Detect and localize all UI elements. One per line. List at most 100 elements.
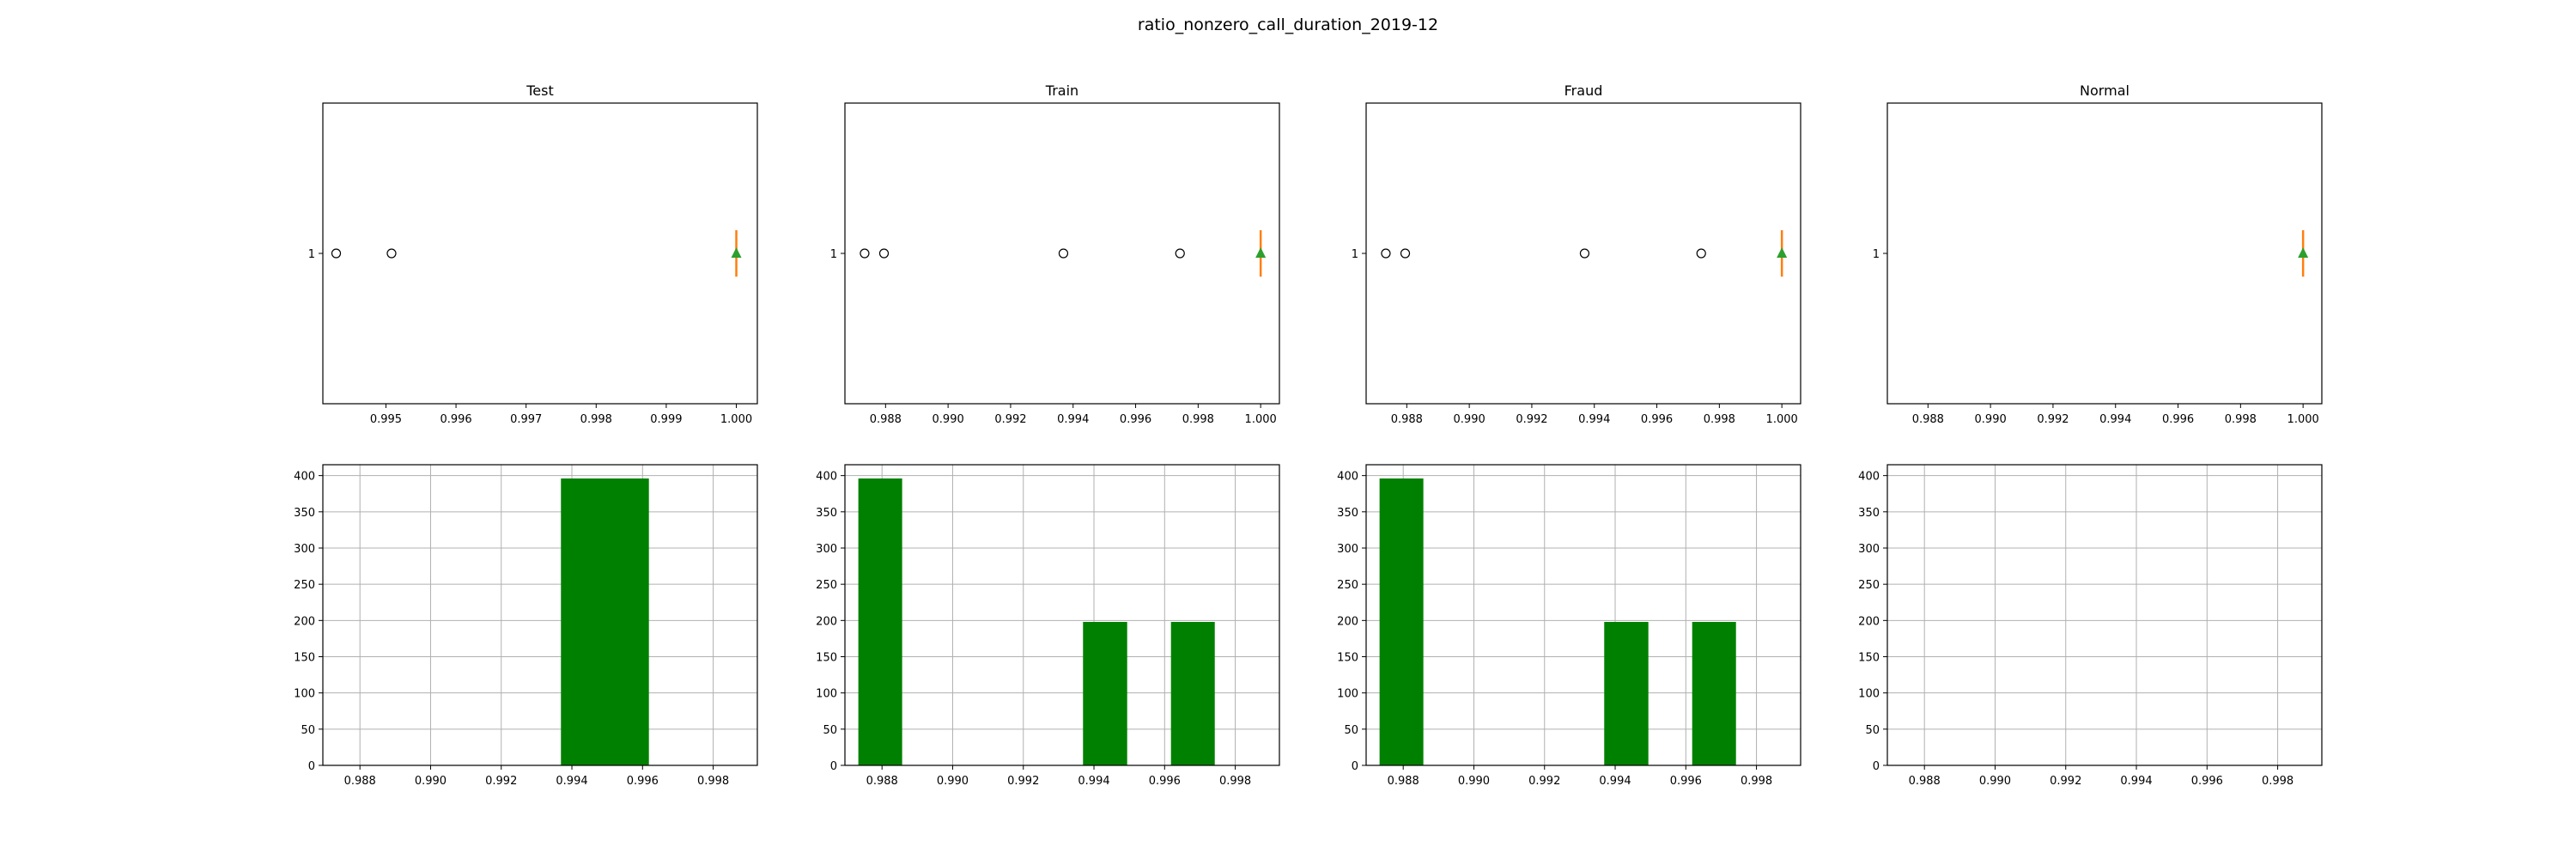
x-tick-label: 0.992 bbox=[1007, 775, 1039, 788]
x-tick-label: 0.996 bbox=[627, 775, 659, 788]
outlier-point bbox=[878, 248, 890, 259]
y-tick-label: 50 bbox=[1865, 724, 1880, 737]
outlier-point bbox=[1400, 248, 1411, 259]
y-tick-label: 250 bbox=[294, 579, 315, 592]
x-tick-label: 0.992 bbox=[2037, 413, 2069, 426]
y-tick-label: 250 bbox=[1337, 579, 1358, 592]
x-tick-label: 0.988 bbox=[344, 775, 376, 788]
x-tick-label: 0.996 bbox=[440, 413, 471, 426]
x-tick-label: 0.988 bbox=[1388, 775, 1419, 788]
histogram-bar bbox=[1604, 622, 1649, 765]
outlier-point bbox=[1175, 248, 1185, 259]
panel-normal: Normal 1 0.988 0.990 0.992 0.994 0.996 0.998 1.0… bbox=[1873, 82, 2323, 426]
x-tick-label: 0.992 bbox=[994, 413, 1026, 426]
x-tick-label: 0.995 bbox=[370, 413, 402, 426]
panel-normal-hist: 0 50 100 150 200 250 300 350 400 0.988 0.990 0.992 0… bbox=[1858, 464, 2323, 788]
x-tick-label: 0.992 bbox=[1528, 775, 1560, 788]
x-tick-label: 0.990 bbox=[415, 775, 447, 788]
mean-marker bbox=[1255, 247, 1267, 258]
x-tick-label: 0.998 bbox=[1182, 413, 1214, 426]
y-tick-label: 350 bbox=[816, 507, 837, 520]
axes-frame bbox=[844, 464, 1280, 766]
panel-fraud-hist: 0 50 100 150 200 250 300 350 400 0.988 0.990 0.992 0… bbox=[1337, 464, 1801, 788]
x-tick-label: 0.994 bbox=[1578, 413, 1610, 426]
x-tick-label: 0.994 bbox=[1057, 413, 1089, 426]
x-tick-label: 0.996 bbox=[1670, 775, 1702, 788]
y-tick-label: 0 bbox=[1873, 760, 1880, 773]
x-tick-label: 0.988 bbox=[866, 775, 898, 788]
y-tick-label: 150 bbox=[1858, 651, 1880, 664]
y-tick-label: 50 bbox=[1344, 724, 1358, 737]
outlier-point bbox=[331, 248, 342, 259]
x-tick-label: 0.992 bbox=[1516, 413, 1547, 426]
panel-train-hist: 0 50 100 150 200 250 300 350 400 0.988 0.990 0.992 0… bbox=[816, 464, 1280, 788]
histogram-bar bbox=[561, 478, 649, 765]
panel-test: Test 1 0.995 0.996 0.997 0.998 0.999 1.000 bbox=[308, 82, 758, 426]
x-tick-label: 0.996 bbox=[2191, 775, 2223, 788]
x-tick-label: 0.994 bbox=[1599, 775, 1631, 788]
x-tick-label: 0.994 bbox=[2120, 775, 2152, 788]
x-tick-label: 0.990 bbox=[937, 775, 969, 788]
y-tick-label: 300 bbox=[1858, 543, 1880, 556]
x-tick-label: 0.997 bbox=[510, 413, 542, 426]
y-tick-label: 100 bbox=[816, 688, 837, 701]
y-tick-label: 200 bbox=[816, 615, 837, 628]
y-tick-label: 400 bbox=[294, 471, 315, 484]
x-tick-label: 1.000 bbox=[1766, 413, 1798, 426]
y-tick-label: 400 bbox=[1858, 471, 1880, 484]
y-tick-label: 1 bbox=[1873, 248, 1880, 261]
y-tick-label: 0 bbox=[308, 760, 315, 773]
x-tick-label: 0.998 bbox=[1741, 775, 1772, 788]
mean-marker bbox=[2298, 247, 2309, 258]
x-tick-label: 0.998 bbox=[1704, 413, 1735, 426]
y-tick-label: 250 bbox=[1858, 579, 1880, 592]
panel-train: Train 1 0.988 0.990 0.992 0.994 0.996 0.998 1.00… bbox=[830, 82, 1280, 426]
x-tick-label: 0.994 bbox=[2099, 413, 2131, 426]
panel-fraud: Fraud 1 0.988 0.990 0.992 0.994 0.996 0.998 1.00… bbox=[1352, 82, 1801, 426]
outlier-point bbox=[1696, 248, 1706, 259]
y-tick-label: 100 bbox=[294, 688, 315, 701]
y-tick-label: 150 bbox=[294, 651, 315, 664]
x-tick-label: 0.996 bbox=[1641, 413, 1673, 426]
outlier-point bbox=[860, 248, 870, 259]
x-tick-label: 0.996 bbox=[1120, 413, 1151, 426]
x-tick-label: 0.998 bbox=[2225, 413, 2257, 426]
y-tick-label: 1 bbox=[308, 248, 315, 261]
mean-marker bbox=[1777, 247, 1788, 258]
y-tick-label: 350 bbox=[1337, 507, 1358, 520]
x-tick-label: 0.998 bbox=[2262, 775, 2293, 788]
figure-title: ratio_nonzero_call_duration_2019-12 bbox=[1138, 15, 1438, 34]
panel-title: Train bbox=[1045, 82, 1078, 99]
y-tick-label: 200 bbox=[1337, 615, 1358, 628]
x-tick-label: 0.996 bbox=[1149, 775, 1181, 788]
outlier-point bbox=[1579, 248, 1590, 259]
y-tick-label: 50 bbox=[823, 724, 837, 737]
x-tick-label: 0.998 bbox=[697, 775, 729, 788]
axes-frame bbox=[1886, 102, 2323, 405]
x-tick-label: 0.998 bbox=[1219, 775, 1251, 788]
y-tick-label: 0 bbox=[1352, 760, 1358, 773]
x-tick-label: 0.996 bbox=[2162, 413, 2194, 426]
x-tick-label: 0.990 bbox=[933, 413, 964, 426]
panel-title: Test bbox=[526, 82, 554, 99]
y-tick-label: 200 bbox=[1858, 615, 1880, 628]
histogram-bar bbox=[1170, 622, 1215, 765]
x-tick-label: 1.000 bbox=[720, 413, 752, 426]
outlier-point bbox=[1381, 248, 1391, 259]
x-tick-label: 1.000 bbox=[1245, 413, 1277, 426]
y-tick-label: 150 bbox=[816, 651, 837, 664]
x-tick-label: 0.988 bbox=[1912, 413, 1944, 426]
x-tick-label: 0.990 bbox=[1975, 413, 2007, 426]
y-tick-label: 350 bbox=[294, 507, 315, 520]
axes-frame bbox=[1365, 102, 1801, 405]
outlier-point bbox=[386, 248, 397, 259]
x-tick-label: 0.988 bbox=[1909, 775, 1941, 788]
y-tick-label: 250 bbox=[816, 579, 837, 592]
y-tick-label: 150 bbox=[1337, 651, 1358, 664]
y-tick-label: 300 bbox=[1337, 543, 1358, 556]
y-tick-label: 1 bbox=[1352, 248, 1358, 261]
mean-marker bbox=[731, 247, 742, 258]
axes-frame bbox=[1365, 464, 1801, 766]
y-tick-label: 300 bbox=[294, 543, 315, 556]
